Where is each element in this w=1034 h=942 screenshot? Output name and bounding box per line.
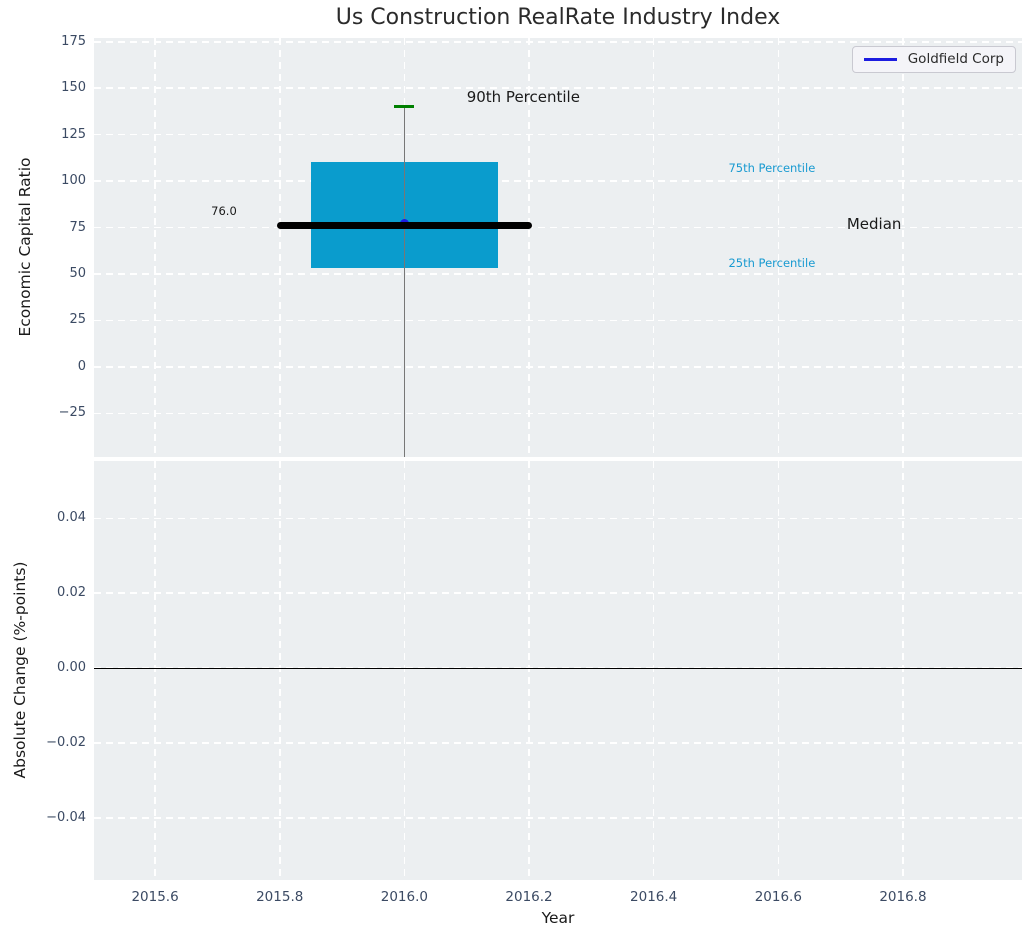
x-tick-label: 2015.8 xyxy=(256,889,304,905)
y-tick-label: −0.04 xyxy=(46,810,86,826)
y-tick-label: 100 xyxy=(61,173,86,189)
xlabel: Year xyxy=(541,909,575,927)
y-tick-label: 25 xyxy=(69,312,86,328)
median-label: Median xyxy=(846,214,902,233)
gridline xyxy=(403,461,406,880)
gridline xyxy=(154,38,156,457)
median-value-label: 76.0 xyxy=(211,203,237,218)
gridline xyxy=(94,592,1022,595)
p90-cap xyxy=(394,105,415,109)
axes-top: Goldfield Corp xyxy=(94,38,1022,457)
y-tick-label: 150 xyxy=(61,80,86,96)
gridline xyxy=(902,461,904,880)
chart-title: Us Construction RealRate Industry Index xyxy=(335,5,781,30)
p75-label: 75th Percentile xyxy=(728,161,816,176)
p25-label: 25th Percentile xyxy=(728,255,816,270)
y-tick-label: 75 xyxy=(69,219,86,235)
gridline xyxy=(777,38,780,457)
gridline xyxy=(278,461,281,880)
gridline xyxy=(94,817,1022,819)
median-line xyxy=(276,222,533,230)
gridline xyxy=(652,461,655,880)
legend-label: Goldfield Corp xyxy=(907,51,1004,67)
x-tick-label: 2016.6 xyxy=(754,889,802,905)
gridline xyxy=(94,319,1022,322)
whisker-line xyxy=(403,106,406,457)
y-tick-label: 0.00 xyxy=(57,660,86,676)
y-tick-label: 175 xyxy=(61,33,86,49)
y-tick-label: 0.02 xyxy=(57,585,86,601)
gridline xyxy=(94,40,1022,43)
y-tick-label: 0.04 xyxy=(57,510,86,526)
legend-line-icon xyxy=(863,57,897,61)
gridline xyxy=(94,87,1022,89)
gridline xyxy=(94,517,1022,520)
gridline xyxy=(94,133,1022,136)
zero-line xyxy=(94,667,1022,669)
gridline xyxy=(94,412,1022,415)
x-tick-label: 2016.8 xyxy=(879,889,927,905)
gridline xyxy=(528,461,530,880)
y-tick-label: 0 xyxy=(77,359,86,375)
x-tick-label: 2016.0 xyxy=(380,889,428,905)
gridline xyxy=(777,461,780,880)
gridline xyxy=(154,461,156,880)
y-tick-label: −25 xyxy=(58,405,86,421)
gridline xyxy=(528,38,530,457)
x-tick-label: 2015.6 xyxy=(131,889,179,905)
gridline xyxy=(902,38,904,457)
legend: Goldfield Corp xyxy=(851,46,1016,73)
x-tick-label: 2016.4 xyxy=(630,889,678,905)
gridline xyxy=(278,38,281,457)
x-tick-label: 2016.2 xyxy=(505,889,553,905)
axes-bottom xyxy=(94,461,1022,880)
y-tick-label: 50 xyxy=(69,266,86,282)
p90-label: 90th Percentile xyxy=(466,88,580,107)
gridline xyxy=(94,273,1022,275)
gridline xyxy=(94,180,1022,182)
gridline xyxy=(652,38,655,457)
gridline xyxy=(94,226,1022,229)
y-tick-label: −0.02 xyxy=(46,735,86,751)
y-tick-label: 125 xyxy=(61,126,86,142)
gridline xyxy=(94,742,1022,744)
gridline xyxy=(94,366,1022,368)
